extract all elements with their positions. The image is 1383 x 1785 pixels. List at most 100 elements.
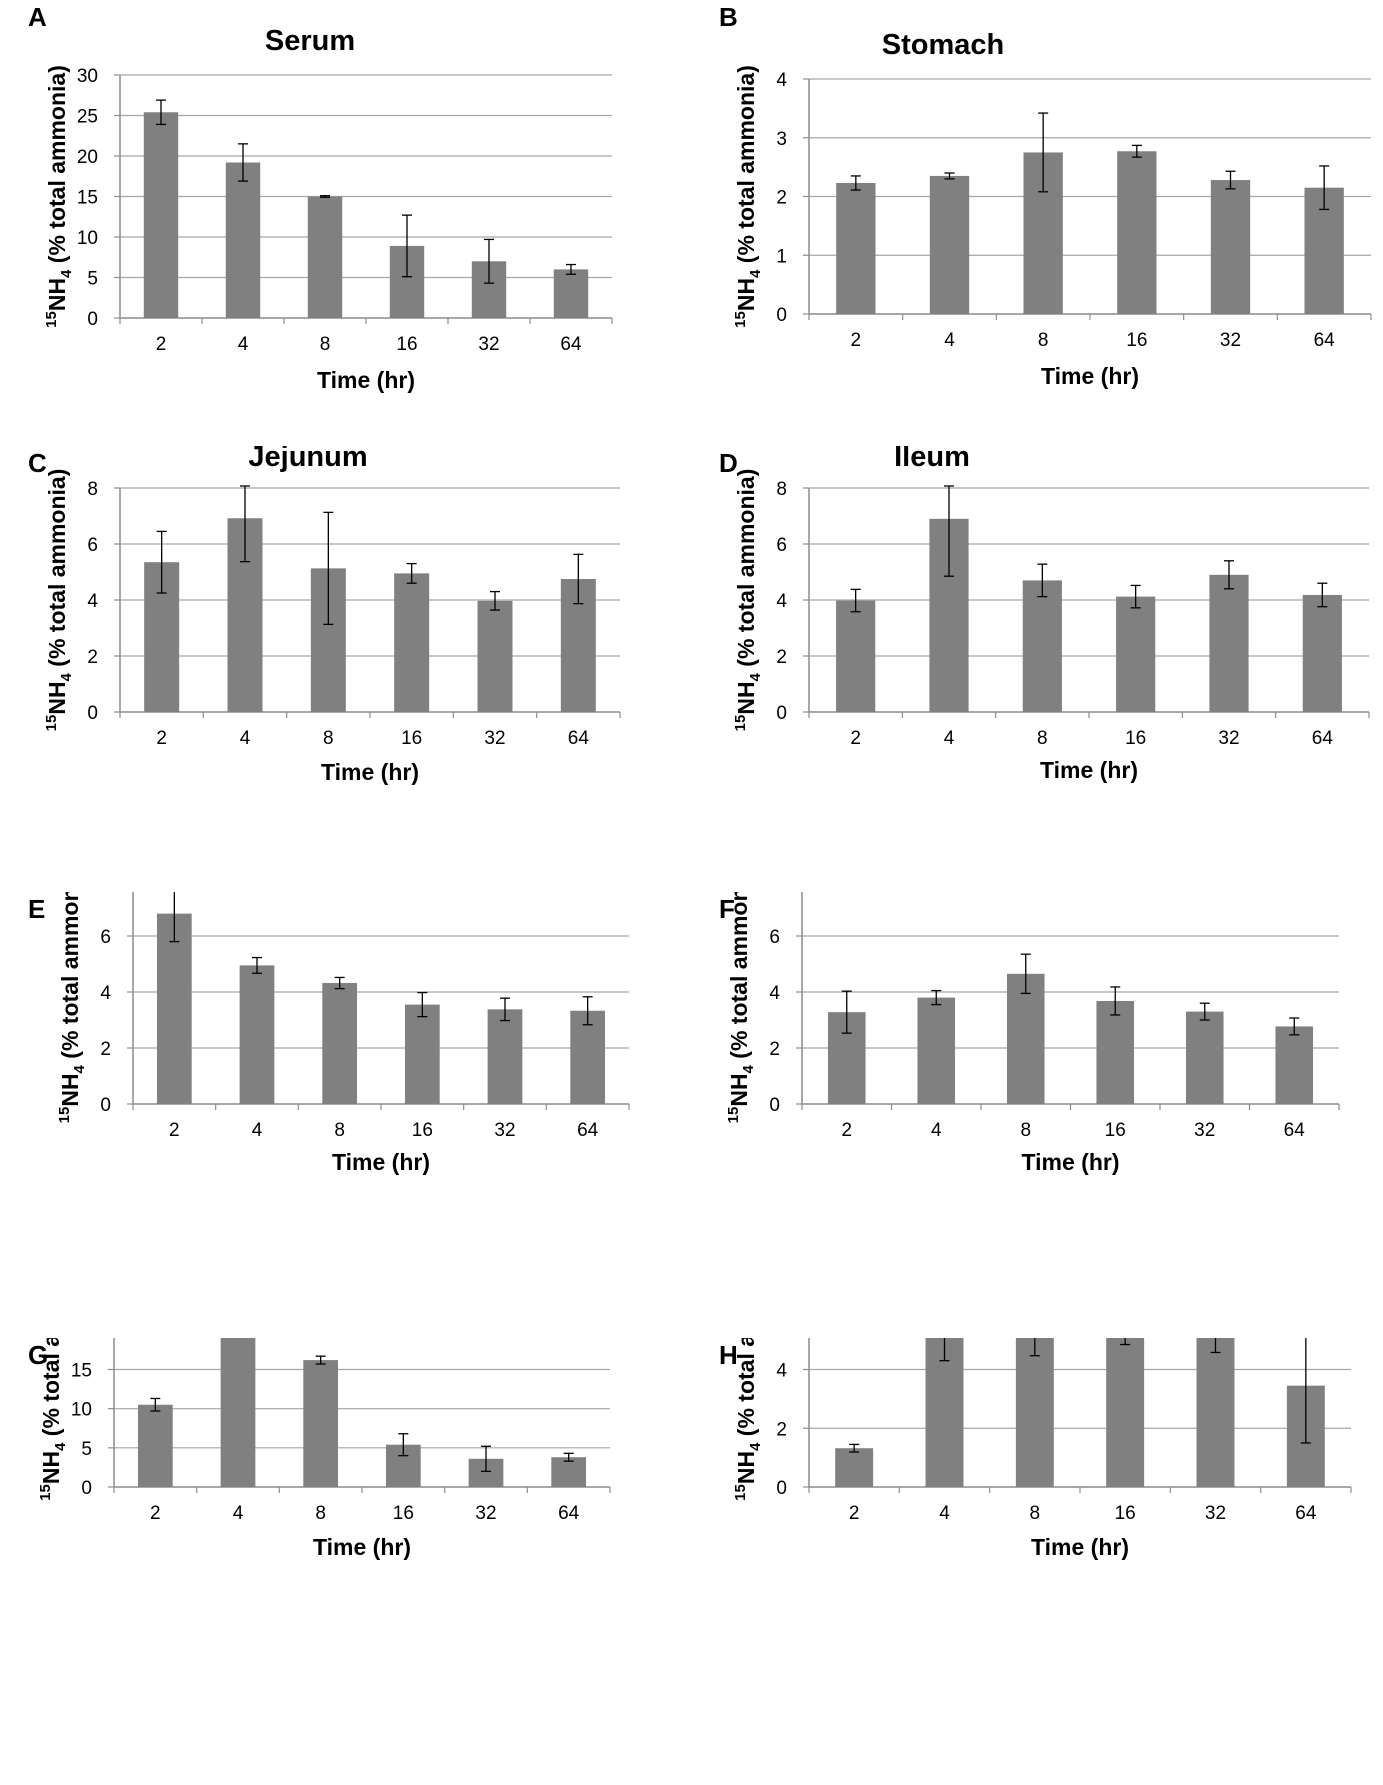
x-tick-label: 8 <box>315 1503 326 1524</box>
x-tick-label: 2 <box>849 1503 860 1524</box>
bar <box>1106 1338 1145 1487</box>
y-tick-label: 15 <box>77 188 98 209</box>
x-tick-label: 2 <box>150 1503 161 1524</box>
x-tick-label: 64 <box>560 334 582 355</box>
y-axis-label-part: 4 <box>71 1064 88 1073</box>
y-tick-label: 0 <box>87 309 98 330</box>
panel-g: G Urine051015202530248163264Time (hr)15N… <box>0 1338 691 1784</box>
chart-title: Ileum <box>894 446 970 473</box>
chart-title: Jejunum <box>248 446 367 473</box>
panel-letter: A <box>28 2 47 32</box>
y-tick-label: 10 <box>71 1400 92 1421</box>
x-tick-label: 4 <box>944 330 955 351</box>
panel-h: H Feces02468248163264Time (hr)15NH4 (% t… <box>691 1338 1382 1784</box>
bar <box>835 1448 874 1487</box>
y-axis-label-part: (% total ammonia) <box>733 65 759 269</box>
y-axis-label-part: 4 <box>58 269 75 278</box>
bar <box>322 983 358 1104</box>
y-axis-label-part: 15 <box>43 311 60 328</box>
y-tick-label: 4 <box>776 70 787 91</box>
y-tick-label: 0 <box>87 703 98 724</box>
x-axis-label: Time (hr) <box>1040 757 1138 783</box>
y-tick-label: 0 <box>100 1095 111 1116</box>
y-axis-label: 15NH4 (% total ammonia) <box>732 1338 764 1501</box>
x-tick-label: 8 <box>1030 1503 1041 1524</box>
x-tick-label: 32 <box>1205 1503 1226 1524</box>
y-axis-label: 15NH4 (% total ammonia) <box>725 892 757 1123</box>
y-tick-label: 4 <box>769 983 780 1004</box>
y-axis-label-part: (% total ammonia) <box>44 65 70 269</box>
y-tick-label: 10 <box>77 228 98 249</box>
x-axis-label: Time (hr) <box>1041 363 1139 389</box>
bar <box>929 175 970 314</box>
bar <box>836 600 876 712</box>
bar <box>836 182 876 314</box>
x-tick-label: 32 <box>1194 1120 1215 1141</box>
x-tick-label: 4 <box>944 728 955 749</box>
bar <box>1302 594 1342 712</box>
bar <box>1096 1000 1135 1104</box>
y-axis-label-part: NH <box>44 681 70 714</box>
y-axis-label-part: 4 <box>747 269 764 278</box>
y-axis-label-part: NH <box>44 278 70 311</box>
y-axis-label-part: 4 <box>747 672 764 681</box>
y-axis-label: 15NH4 (% total ammonia) <box>43 65 75 328</box>
y-axis-label-part: NH <box>733 1451 759 1484</box>
y-tick-label: 5 <box>81 1439 92 1460</box>
x-tick-label: 64 <box>568 728 590 749</box>
x-tick-label: 16 <box>401 728 422 749</box>
x-tick-label: 16 <box>412 1120 433 1141</box>
y-axis-label-part: 15 <box>56 1107 73 1124</box>
bar <box>156 913 192 1104</box>
x-tick-label: 4 <box>238 334 249 355</box>
y-axis-label-part: NH <box>38 1451 64 1484</box>
x-tick-label: 32 <box>1218 728 1239 749</box>
x-tick-label: 8 <box>323 728 334 749</box>
y-axis-label-part: NH <box>726 1073 752 1106</box>
panel-letter: D <box>719 448 738 478</box>
y-axis-label-part: 15 <box>732 1484 749 1501</box>
y-tick-label: 4 <box>100 983 111 1004</box>
y-tick-label: 4 <box>87 591 98 612</box>
chart-feces: Feces02468248163264Time (hr)15NH4 (% tot… <box>732 1338 1352 1560</box>
bar <box>1185 1011 1224 1104</box>
y-tick-label: 6 <box>100 927 111 948</box>
x-tick-label: 32 <box>1220 330 1241 351</box>
y-axis-label-part: 15 <box>37 1484 54 1501</box>
x-tick-label: 16 <box>1115 1503 1136 1524</box>
y-axis-label: 15NH4 (% total ammonia) <box>732 65 764 328</box>
x-tick-label: 32 <box>475 1503 496 1524</box>
bar <box>1117 151 1157 314</box>
chart-posterior-colon: Posterior Colon02468248163264Time (hr)15… <box>725 892 1340 1175</box>
panel-b: B Stomach 0 1 2 3 4 2 4 8 16 32 64 Time (hr) 15NH4 (%… <box>691 0 1382 446</box>
bar <box>1210 180 1251 314</box>
y-tick-label: 2 <box>776 1419 787 1440</box>
bar <box>925 1338 964 1487</box>
x-tick-label: 8 <box>1037 728 1048 749</box>
panel-letter: B <box>719 2 738 32</box>
x-axis-label: Time (hr) <box>332 1149 430 1175</box>
bar <box>553 269 589 318</box>
x-tick-label: 8 <box>334 1120 345 1141</box>
y-axis-label-part: 15 <box>43 715 60 732</box>
y-axis-label-part: NH <box>733 278 759 311</box>
y-tick-label: 2 <box>769 1039 780 1060</box>
y-tick-label: 0 <box>776 703 787 724</box>
y-axis-label-part: (% total ammonia) <box>733 469 759 673</box>
x-tick-label: 2 <box>851 330 862 351</box>
x-tick-label: 16 <box>396 334 417 355</box>
y-axis-label-part: 4 <box>747 1442 764 1451</box>
y-tick-label: 30 <box>77 66 98 87</box>
bar <box>570 1010 606 1104</box>
y-tick-label: 2 <box>776 188 787 209</box>
bar <box>143 112 179 318</box>
y-tick-label: 6 <box>87 535 98 556</box>
chart-anterior-colon: Anterior Colon02468248163264Time (hr)15N… <box>56 892 630 1175</box>
bar <box>225 162 261 318</box>
x-axis-label: Time (hr) <box>1031 1534 1129 1560</box>
bar <box>303 1360 339 1487</box>
panel-f: F Posterior Colon02468248163264Time (hr)… <box>691 892 1382 1338</box>
bar <box>551 1457 587 1487</box>
